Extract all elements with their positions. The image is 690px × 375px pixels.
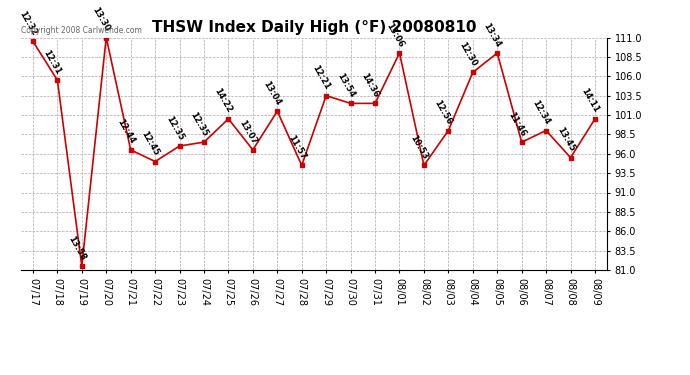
Text: 14:11: 14:11 xyxy=(580,87,600,115)
Text: 12:31: 12:31 xyxy=(41,48,63,76)
Text: 13:45: 13:45 xyxy=(555,126,576,153)
Text: 14:36: 14:36 xyxy=(359,72,381,99)
Text: 12:30: 12:30 xyxy=(457,40,478,68)
Text: 11:46: 11:46 xyxy=(506,110,527,138)
Text: 13:04: 13:04 xyxy=(262,80,283,107)
Text: Copyright 2008 Carlwende.com: Copyright 2008 Carlwende.com xyxy=(21,26,141,35)
Text: 12:35: 12:35 xyxy=(164,114,185,142)
Text: 13:34: 13:34 xyxy=(482,21,503,49)
Text: 12:56: 12:56 xyxy=(433,99,454,126)
Text: 11:57: 11:57 xyxy=(286,134,307,161)
Text: 12:34: 12:34 xyxy=(531,99,552,126)
Text: 13:07: 13:07 xyxy=(237,118,259,146)
Text: 13:58: 13:58 xyxy=(66,234,88,262)
Text: 12:35: 12:35 xyxy=(188,110,210,138)
Text: 13:06: 13:06 xyxy=(384,21,405,49)
Text: 13:30: 13:30 xyxy=(91,6,112,33)
Text: 12:44: 12:44 xyxy=(115,118,136,146)
Text: 13:54: 13:54 xyxy=(335,72,356,99)
Text: 12:21: 12:21 xyxy=(310,64,332,92)
Title: THSW Index Daily High (°F) 20080810: THSW Index Daily High (°F) 20080810 xyxy=(152,20,476,35)
Text: 14:22: 14:22 xyxy=(213,87,234,115)
Text: 12:32: 12:32 xyxy=(17,9,39,37)
Text: 12:45: 12:45 xyxy=(139,129,161,158)
Text: 10:53: 10:53 xyxy=(408,134,429,161)
